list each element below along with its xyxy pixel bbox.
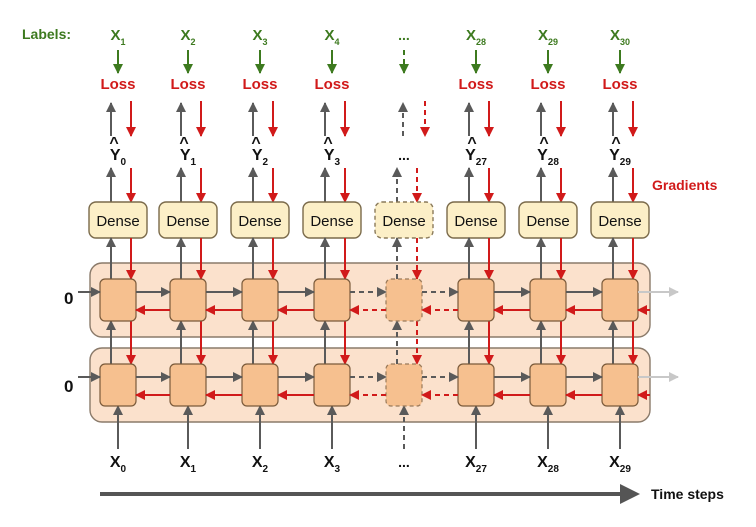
rnn-cell-layer2	[601, 363, 639, 407]
time-step-column: X30 Loss Y29^ Dense X29	[590, 27, 650, 475]
dense-label: Dense	[454, 213, 497, 230]
target-label: X30	[610, 27, 630, 47]
loss-label: Loss	[100, 76, 135, 93]
target-label: X4	[324, 27, 339, 47]
hat-mark: ^	[251, 135, 260, 152]
hat-mark: ^	[179, 135, 188, 152]
prediction-label: Y0	[110, 147, 127, 168]
rnn-layer-1	[89, 262, 651, 338]
hat-mark: ^	[539, 135, 548, 152]
time-step-column: X3 Loss Y2^ Dense X2	[230, 27, 290, 475]
loss-label: Loss	[530, 76, 565, 93]
target-label: X1	[110, 27, 125, 47]
rnn-cell-layer2	[241, 363, 279, 407]
dense-box	[88, 201, 148, 239]
layer2-initial-state: 0	[64, 377, 73, 396]
rnn-cell-layer2	[99, 363, 137, 407]
input-ellipsis: ...	[398, 454, 410, 470]
time-step-column: X1 Loss Y0^ Dense X0	[88, 27, 148, 475]
dense-box	[302, 201, 362, 239]
dense-box	[230, 201, 290, 239]
time-step-column: X2 Loss Y1^ Dense X1	[158, 27, 218, 475]
dense-label: Dense	[166, 213, 209, 230]
dense-label: Dense	[526, 213, 569, 230]
input-label: X3	[324, 454, 341, 475]
label-ellipsis: ...	[398, 27, 410, 43]
loss-label: Loss	[170, 76, 205, 93]
dense-box	[590, 201, 650, 239]
loss-label: Loss	[458, 76, 493, 93]
input-label: X27	[465, 454, 487, 475]
input-label: X2	[252, 454, 269, 475]
rnn-cell-layer2	[385, 363, 423, 407]
target-label: X28	[466, 27, 486, 47]
rnn-cell-layer1	[457, 278, 495, 322]
target-label: X3	[252, 27, 267, 47]
time-step-column: X28 Loss Y27^ Dense X27	[446, 27, 506, 475]
prediction-label: Y2	[252, 147, 269, 168]
rnn-cell-layer1	[529, 278, 567, 322]
prediction-label: Y27	[465, 147, 487, 168]
rnn-cell-layer2	[313, 363, 351, 407]
layer1-initial-state: 0	[64, 289, 73, 308]
rnn-cell-layer1	[601, 278, 639, 322]
hat-mark: ^	[323, 135, 332, 152]
prediction-label: Y28	[537, 147, 559, 168]
rnn-cell-layer1	[385, 278, 423, 322]
input-label: X28	[537, 454, 559, 475]
rnn-cell-layer2	[169, 363, 207, 407]
prediction-label: Y3	[324, 147, 341, 168]
rnn-cell-layer2	[529, 363, 567, 407]
rnn-layer-2	[89, 347, 651, 423]
dense-label: Dense	[238, 213, 281, 230]
time-step-column: X4 Loss Y3^ Dense X3	[302, 27, 362, 475]
dense-box	[446, 201, 506, 239]
time-steps-label: Time steps	[651, 486, 724, 502]
hat-mark: ^	[109, 135, 118, 152]
dense-box	[158, 201, 218, 239]
labels-heading: Labels:	[22, 26, 71, 42]
time-step-column: ...... Dense...	[374, 27, 434, 470]
time-step-column: X29 Loss Y28^ Dense X28	[518, 27, 578, 475]
dense-box	[374, 201, 434, 239]
input-label: X1	[180, 454, 197, 475]
dense-label: Dense	[310, 213, 353, 230]
prediction-label: Y29	[609, 147, 631, 168]
loss-label: Loss	[602, 76, 637, 93]
diagram-arrows	[78, 287, 679, 504]
time-step-columns: X1LossY0^DenseX0X2LossY1^DenseX1X3LossY2…	[88, 27, 650, 475]
loss-label: Loss	[314, 76, 349, 93]
prediction-label: Y1	[180, 147, 197, 168]
output-ellipsis: ...	[398, 147, 410, 163]
recurrent-layers	[89, 262, 651, 423]
rnn-cell-layer1	[241, 278, 279, 322]
dense-label: Dense	[96, 213, 139, 230]
dense-label: Dense	[382, 213, 425, 230]
dense-box	[518, 201, 578, 239]
rnn-cell-layer1	[313, 278, 351, 322]
target-label: X29	[538, 27, 558, 47]
rnn-cell-layer1	[99, 278, 137, 322]
hat-mark: ^	[611, 135, 620, 152]
input-label: X29	[609, 454, 631, 475]
input-label: X0	[110, 454, 127, 475]
gradients-label: Gradients	[652, 177, 718, 193]
loss-label: Loss	[242, 76, 277, 93]
hat-mark: ^	[467, 135, 476, 152]
target-label: X2	[180, 27, 195, 47]
dense-label: Dense	[598, 213, 641, 230]
rnn-cell-layer1	[169, 278, 207, 322]
rnn-cell-layer2	[457, 363, 495, 407]
